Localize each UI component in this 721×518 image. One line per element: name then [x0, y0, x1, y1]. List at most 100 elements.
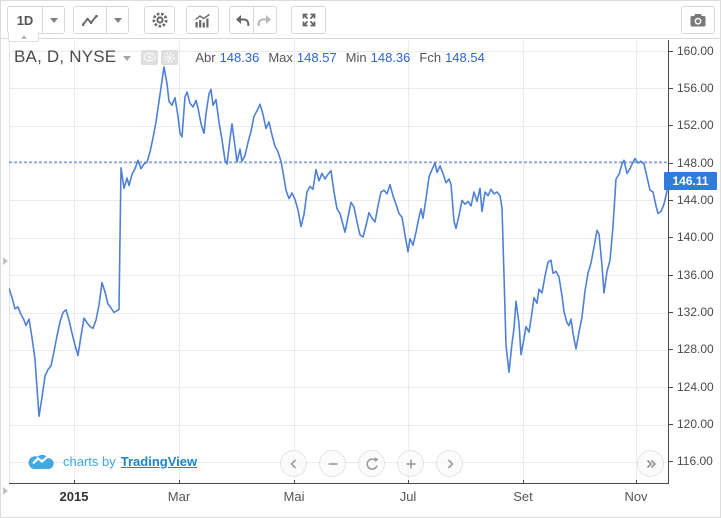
- price-axis-tick: [668, 163, 673, 164]
- scroll-to-recent-button[interactable]: [637, 450, 664, 477]
- time-axis-label[interactable]: Set: [513, 489, 533, 504]
- caret-up-icon: [20, 34, 27, 39]
- chart-style-caret-button[interactable]: [106, 7, 128, 33]
- caret-down-icon: [113, 17, 122, 23]
- scroll-left-button[interactable]: [280, 450, 307, 477]
- legend: BA, D, NYSE Abr 148.36 Max 148.57 Min 148.36 F…: [14, 47, 494, 67]
- left-panel-handle-icon[interactable]: [3, 487, 8, 495]
- price-line-series: [9, 66, 668, 418]
- interval-button[interactable]: 1D: [8, 7, 42, 33]
- price-axis-line[interactable]: [668, 40, 669, 484]
- ohlc-field-value: 148.36: [370, 49, 411, 65]
- fullscreen-button[interactable]: [292, 7, 325, 33]
- caret-down-icon: [49, 17, 58, 23]
- reset-chart-button[interactable]: [358, 450, 385, 477]
- price-axis-tick: [668, 275, 673, 276]
- time-axis-label[interactable]: Mai: [283, 489, 305, 504]
- price-axis-label[interactable]: 148.00: [677, 156, 714, 170]
- time-axis-tick: [523, 480, 524, 484]
- time-axis-label[interactable]: Mar: [167, 489, 191, 504]
- time-axis-label[interactable]: Jul: [399, 489, 417, 504]
- price-axis-tick: [668, 51, 673, 52]
- tradingview-link[interactable]: TradingView: [120, 453, 198, 469]
- scroll-right-button[interactable]: [436, 450, 463, 477]
- snapshot-group: [681, 6, 715, 34]
- time-axis-line[interactable]: [9, 483, 669, 484]
- snapshot-button[interactable]: [682, 7, 714, 33]
- current-price-tag: 146.11: [664, 171, 717, 190]
- eye-icon: [143, 52, 156, 62]
- series-settings-button[interactable]: [161, 49, 179, 65]
- price-axis-tick: [668, 349, 673, 350]
- undo-redo-group: [229, 6, 277, 34]
- price-axis-label[interactable]: 128.00: [677, 342, 714, 356]
- price-axis-label[interactable]: 124.00: [677, 380, 714, 394]
- gear-icon: [164, 51, 176, 63]
- caret-down-icon[interactable]: [123, 56, 132, 61]
- undo-button[interactable]: [230, 7, 253, 33]
- ohlc-field-value: 148.54: [445, 49, 485, 65]
- price-axis-label[interactable]: 160.00: [677, 44, 714, 58]
- price-axis-label[interactable]: 144.00: [677, 193, 714, 207]
- histogram-line-icon: [195, 13, 210, 27]
- series-visibility-button[interactable]: [141, 49, 159, 65]
- price-axis-label[interactable]: 140.00: [677, 230, 714, 244]
- gear-icon: [152, 12, 167, 28]
- ohlc-field-value: 148.36: [219, 49, 260, 65]
- zoom-out-button[interactable]: [319, 450, 346, 477]
- ohlc-field-value: 148.57: [296, 49, 337, 65]
- drawing-toolbar-toggle[interactable]: [8, 32, 39, 42]
- price-axis-label[interactable]: 136.00: [677, 268, 714, 282]
- minus-icon: [328, 462, 337, 465]
- time-axis-tick: [636, 480, 637, 484]
- ohlc-field-label: Abr: [195, 49, 216, 65]
- time-axis-tick: [294, 480, 295, 484]
- price-chart-plot[interactable]: [9, 41, 668, 483]
- toolbar: 1D: [1, 1, 720, 39]
- expand-arrows-icon: [302, 13, 315, 27]
- time-axis-label[interactable]: 2015: [59, 489, 89, 504]
- zoom-in-button[interactable]: [397, 450, 424, 477]
- ohlc-fields: Abr 148.36 Max 148.57 Min 148.36 Fch 148.54: [195, 50, 493, 65]
- redo-arrow-icon: [257, 14, 271, 26]
- left-panel-handle-icon[interactable]: [3, 257, 8, 265]
- price-axis-tick: [668, 200, 673, 201]
- reload-icon: [365, 456, 379, 470]
- tradingview-cloud-logo: [28, 454, 54, 470]
- price-axis-tick: [668, 312, 673, 313]
- price-axis-label[interactable]: 120.00: [677, 417, 714, 431]
- redo-button[interactable]: [253, 7, 276, 33]
- indicators-button[interactable]: [187, 7, 218, 33]
- camera-icon: [690, 14, 706, 27]
- price-axis-label[interactable]: 116.00: [677, 454, 713, 468]
- time-axis-label[interactable]: Nov: [624, 489, 648, 504]
- price-axis-label[interactable]: 152.00: [677, 118, 714, 132]
- price-axis-tick: [668, 461, 673, 462]
- interval-group: 1D: [7, 6, 65, 34]
- plus-icon: [406, 459, 415, 468]
- ohlc-field-label: Max: [268, 49, 293, 65]
- settings-button[interactable]: [145, 7, 174, 33]
- undo-arrow-icon: [236, 14, 250, 26]
- interval-caret-button[interactable]: [42, 7, 64, 33]
- ohlc-field-label: Fch: [419, 49, 442, 65]
- time-axis-tick: [179, 480, 180, 484]
- chevron-left-icon: [289, 458, 296, 469]
- symbol-title[interactable]: BA, D, NYSE: [14, 47, 117, 66]
- ohlc-field-label: Min: [345, 49, 367, 65]
- interval-label: 1D: [16, 12, 34, 28]
- price-axis-tick: [668, 125, 673, 126]
- price-axis-tick: [668, 424, 673, 425]
- fullscreen-group: [291, 6, 326, 34]
- chart-style-button[interactable]: [74, 7, 106, 33]
- double-chevron-right-icon: [646, 459, 656, 468]
- price-axis-label[interactable]: 132.00: [677, 305, 714, 319]
- price-axis-tick: [668, 88, 673, 89]
- charts-by-text: charts by: [63, 453, 116, 469]
- price-axis-label[interactable]: 156.00: [677, 81, 714, 95]
- line-chart-icon: [82, 14, 98, 26]
- chevron-right-icon: [447, 458, 454, 469]
- chart-style-group: [73, 6, 129, 34]
- indicators-group: [186, 6, 219, 34]
